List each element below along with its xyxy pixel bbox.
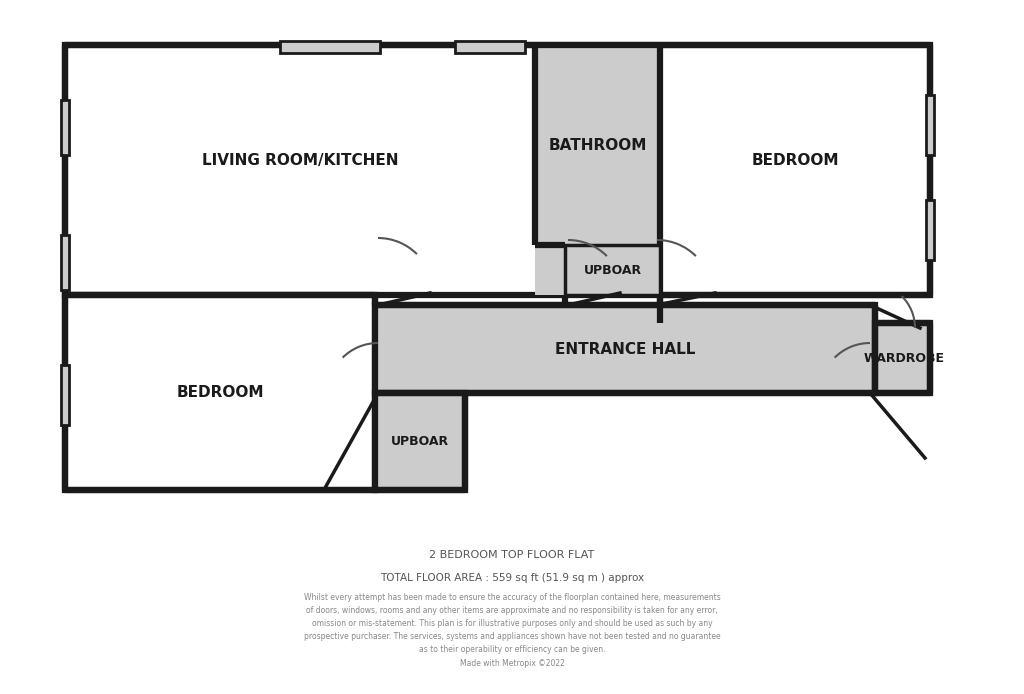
Text: Whilst every attempt has been made to ensure the accuracy of the floorplan conta: Whilst every attempt has been made to en… [304,593,720,668]
Text: UPBOAR: UPBOAR [584,264,642,276]
Text: BEDROOM: BEDROOM [176,385,264,400]
Bar [926,95,934,155]
Bar [375,305,874,393]
Bar [565,245,660,295]
Text: BATHROOM: BATHROOM [548,137,647,153]
Text: WARDROBE: WARDROBE [864,351,945,364]
Bar [455,41,525,53]
Text: BEDROOM: BEDROOM [752,153,839,167]
Text: TOTAL FLOOR AREA : 559 sq ft (51.9 sq m ) approx: TOTAL FLOOR AREA : 559 sq ft (51.9 sq m … [380,573,644,583]
Text: 2 BEDROOM TOP FLOOR FLAT: 2 BEDROOM TOP FLOOR FLAT [429,550,595,560]
Bar [61,365,69,425]
Bar [874,323,930,393]
Text: UPBOAR: UPBOAR [391,435,450,448]
Bar [926,200,934,260]
Bar [280,41,380,53]
Text: ENTRANCE HALL: ENTRANCE HALL [555,341,695,357]
Bar [61,235,69,290]
Bar [61,100,69,155]
Bar [65,45,930,295]
Bar [375,393,465,490]
Bar [65,295,375,490]
Bar [535,45,660,295]
Text: LIVING ROOM/KITCHEN: LIVING ROOM/KITCHEN [202,153,398,167]
